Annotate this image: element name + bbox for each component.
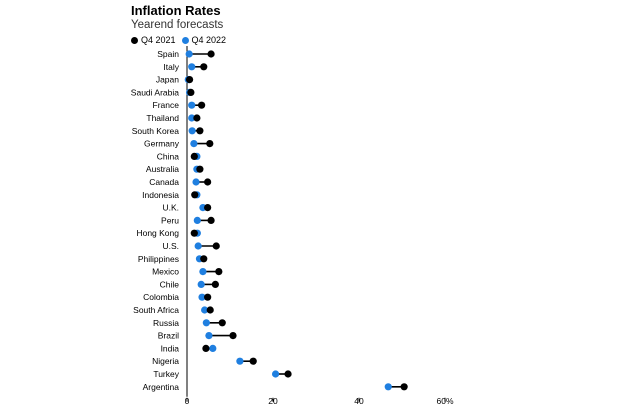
category-label-philippines: Philippines bbox=[138, 254, 179, 264]
point-q4-2021-russia bbox=[218, 319, 226, 327]
legend-swatch-q4-2022 bbox=[181, 36, 189, 44]
point-q4-2021-u-k bbox=[204, 204, 212, 212]
point-q4-2022-thailand bbox=[188, 114, 196, 122]
category-label-indonesia: Indonesia bbox=[142, 190, 179, 200]
category-label-u-k: U.K. bbox=[162, 203, 179, 213]
legend-label-q4-2022: Q4 2022 bbox=[191, 35, 227, 45]
category-label-south-africa: South Africa bbox=[133, 305, 179, 315]
point-q4-2022-brazil bbox=[205, 332, 213, 340]
category-label-colombia: Colombia bbox=[143, 292, 179, 302]
x-tick-label-1: 20 bbox=[268, 396, 278, 405]
point-q4-2021-japan bbox=[185, 76, 194, 84]
point-q4-2021-germany bbox=[206, 140, 214, 148]
category-label-turkey: Turkey bbox=[153, 369, 179, 379]
category-label-india: India bbox=[161, 343, 180, 353]
point-q4-2021-indonesia bbox=[191, 191, 199, 199]
point-q4-2021-chile bbox=[211, 280, 219, 288]
point-q4-2021-australia bbox=[196, 165, 204, 173]
point-q4-2021-peru bbox=[207, 216, 215, 224]
category-label-china: China bbox=[157, 151, 179, 161]
point-q4-2022-nigeria bbox=[236, 357, 244, 365]
point-q4-2022-chile bbox=[197, 280, 205, 288]
category-label-saudi-arabia: Saudi Arabia bbox=[131, 87, 179, 97]
x-tick-label-0: 0 bbox=[185, 396, 190, 405]
category-label-russia: Russia bbox=[153, 318, 179, 328]
legend-item-q4-2022: Q4 2022 bbox=[181, 35, 227, 45]
point-q4-2022-turkey bbox=[271, 370, 280, 378]
point-q4-2022-italy bbox=[188, 63, 196, 71]
point-q4-2021-mexico bbox=[215, 268, 223, 276]
point-q4-2022-germany bbox=[190, 140, 198, 148]
point-q4-2022-canada bbox=[192, 178, 200, 186]
category-label-italy: Italy bbox=[163, 62, 179, 72]
point-q4-2021-canada bbox=[204, 178, 212, 186]
category-label-canada: Canada bbox=[149, 177, 179, 187]
point-q4-2021-nigeria bbox=[249, 357, 257, 365]
point-q4-2022-south-korea bbox=[188, 127, 196, 135]
point-q4-2021-south-africa bbox=[206, 306, 214, 314]
point-q4-2021-philippines bbox=[200, 255, 208, 263]
legend: Q4 2021 Q4 2022 bbox=[131, 35, 232, 45]
category-label-south-korea: South Korea bbox=[132, 126, 180, 136]
category-label-u-s: U.S. bbox=[162, 241, 179, 251]
category-label-chile: Chile bbox=[160, 279, 180, 289]
x-tick-label-3: 60% bbox=[436, 396, 453, 405]
point-q4-2021-saudi-arabia bbox=[187, 88, 195, 96]
point-q4-2021-south-korea bbox=[196, 127, 204, 135]
chart-title: Inflation Rates bbox=[131, 3, 221, 18]
category-label-japan: Japan bbox=[156, 75, 179, 85]
point-q4-2022-u-s bbox=[194, 242, 202, 250]
point-q4-2021-hong-kong bbox=[190, 229, 198, 237]
category-label-hong-kong: Hong Kong bbox=[136, 228, 179, 238]
point-q4-2021-brazil bbox=[229, 332, 237, 340]
category-label-germany: Germany bbox=[144, 139, 180, 149]
x-tick-label-2: 40 bbox=[354, 396, 364, 405]
point-q4-2022-south-africa bbox=[201, 306, 209, 314]
point-q4-2022-argentina bbox=[384, 383, 392, 391]
point-q4-2022-colombia bbox=[198, 293, 206, 301]
chart-subtitle: Yearend forecasts bbox=[131, 19, 224, 31]
point-q4-2022-france bbox=[188, 101, 196, 109]
category-label-brazil: Brazil bbox=[158, 331, 179, 341]
legend-label-q4-2021: Q4 2021 bbox=[141, 35, 176, 45]
point-q4-2022-russia bbox=[202, 319, 210, 327]
point-q4-2021-u-s bbox=[212, 242, 220, 250]
category-label-mexico: Mexico bbox=[152, 267, 179, 277]
category-label-france: France bbox=[153, 100, 180, 110]
point-q4-2022-peru bbox=[193, 216, 201, 224]
category-label-australia: Australia bbox=[146, 164, 179, 174]
point-q4-2022-india bbox=[209, 344, 217, 352]
point-q4-2021-colombia bbox=[204, 293, 212, 301]
point-q4-2021-thailand bbox=[193, 114, 201, 122]
point-q4-2021-india bbox=[202, 344, 210, 352]
point-q4-2021-spain bbox=[207, 50, 215, 58]
legend-item-q4-2021: Q4 2021 bbox=[131, 35, 176, 45]
category-label-nigeria: Nigeria bbox=[152, 356, 179, 366]
point-q4-2022-mexico bbox=[199, 268, 207, 276]
point-q4-2021-france bbox=[198, 101, 206, 109]
point-q4-2022-spain bbox=[185, 50, 193, 58]
point-q4-2021-argentina bbox=[400, 383, 408, 391]
point-q4-2021-china bbox=[190, 152, 198, 160]
category-label-thailand: Thailand bbox=[146, 113, 179, 123]
point-q4-2021-italy bbox=[200, 63, 208, 71]
point-q4-2021-turkey bbox=[284, 370, 292, 378]
category-label-argentina: Argentina bbox=[143, 382, 180, 392]
category-label-spain: Spain bbox=[157, 49, 179, 59]
category-label-peru: Peru bbox=[161, 215, 179, 225]
legend-swatch-q4-2021 bbox=[131, 36, 138, 44]
